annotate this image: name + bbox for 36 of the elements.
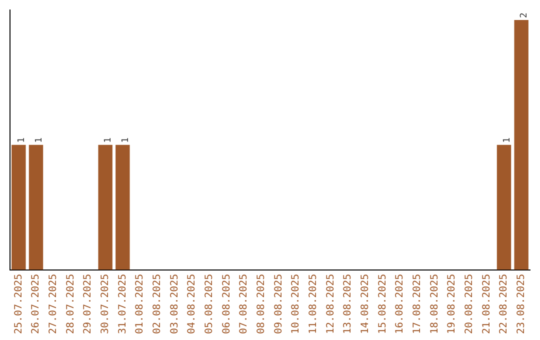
x-tick-label: 31.07.2025 [117, 274, 128, 334]
x-tick-label: 21.08.2025 [481, 274, 492, 334]
x-tick-label: 23.08.2025 [516, 274, 527, 334]
x-tick-label: 17.08.2025 [412, 274, 423, 334]
x-tick-label: 06.08.2025 [221, 274, 232, 334]
x-tick-label: 08.08.2025 [256, 274, 267, 334]
x-tick-label: 19.08.2025 [446, 274, 458, 334]
data-label: 1 [17, 137, 28, 143]
x-tick-label: 05.08.2025 [204, 274, 215, 334]
x-tick-label: 25.07.2025 [13, 274, 24, 334]
x-tick-label: 01.08.2025 [134, 274, 146, 334]
x-tick-label: 07.08.2025 [238, 274, 250, 334]
data-label: 1 [502, 137, 512, 143]
x-tick-label: 02.08.2025 [152, 274, 163, 334]
x-tick-label: 22.08.2025 [498, 274, 510, 334]
x-tick-label: 12.08.2025 [325, 274, 336, 334]
x-tick-label: 04.08.2025 [186, 274, 198, 334]
x-tick-label: 30.07.2025 [100, 274, 111, 334]
x-tick-label: 28.07.2025 [65, 274, 76, 334]
x-tick-label: 29.07.2025 [82, 274, 94, 334]
x-tick-label: 09.08.2025 [273, 274, 284, 334]
x-tick-label: 11.08.2025 [308, 274, 319, 334]
x-tick-label: 18.08.2025 [429, 274, 440, 334]
data-label: 1 [104, 137, 114, 143]
x-tick-label: 27.07.2025 [48, 274, 59, 334]
x-tick-label: 26.07.2025 [30, 274, 42, 334]
x-tick-label: 20.08.2025 [464, 274, 475, 334]
x-tick-label: 03.08.2025 [169, 274, 180, 334]
data-label: 1 [121, 137, 132, 143]
x-tick-label: 13.08.2025 [342, 274, 354, 334]
x-tick-label: 15.08.2025 [377, 274, 388, 334]
data-label: 2 [520, 12, 530, 18]
x-tick-label: 14.08.2025 [360, 274, 371, 334]
x-tick-label: 16.08.2025 [394, 274, 406, 334]
data-label: 1 [34, 137, 44, 143]
x-tick-label: 10.08.2025 [290, 274, 302, 334]
